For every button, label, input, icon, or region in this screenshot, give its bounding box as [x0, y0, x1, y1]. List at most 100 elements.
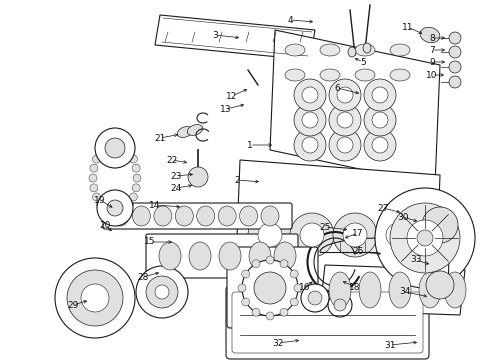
Circle shape	[97, 148, 104, 156]
Circle shape	[364, 104, 396, 136]
Circle shape	[252, 260, 260, 268]
Circle shape	[294, 129, 326, 161]
Circle shape	[242, 260, 298, 316]
Ellipse shape	[389, 272, 411, 308]
Ellipse shape	[285, 44, 305, 56]
Ellipse shape	[329, 272, 351, 308]
Circle shape	[55, 258, 135, 338]
Ellipse shape	[240, 206, 258, 226]
Ellipse shape	[159, 242, 181, 270]
Circle shape	[290, 213, 334, 257]
Circle shape	[97, 201, 104, 208]
Circle shape	[422, 207, 458, 243]
Ellipse shape	[175, 206, 193, 226]
Ellipse shape	[285, 69, 305, 81]
Circle shape	[107, 200, 123, 216]
FancyBboxPatch shape	[146, 234, 298, 278]
Circle shape	[328, 293, 352, 317]
Ellipse shape	[111, 206, 129, 226]
Circle shape	[334, 299, 346, 311]
Circle shape	[300, 223, 324, 247]
Ellipse shape	[261, 206, 279, 226]
Ellipse shape	[359, 272, 381, 308]
Circle shape	[364, 79, 396, 111]
Circle shape	[105, 138, 125, 158]
Circle shape	[90, 164, 98, 172]
Circle shape	[449, 32, 461, 44]
Circle shape	[449, 76, 461, 88]
Text: 9: 9	[429, 58, 435, 67]
Ellipse shape	[218, 206, 236, 226]
Text: 8: 8	[429, 33, 435, 42]
Text: 27: 27	[377, 203, 389, 212]
Circle shape	[242, 270, 250, 278]
Circle shape	[102, 142, 110, 150]
Circle shape	[280, 260, 288, 268]
Circle shape	[238, 284, 246, 292]
Ellipse shape	[187, 125, 203, 135]
Circle shape	[242, 298, 250, 306]
Circle shape	[252, 308, 260, 316]
Text: 33: 33	[410, 256, 422, 265]
Circle shape	[375, 188, 475, 288]
Text: 19: 19	[94, 195, 106, 204]
Text: 31: 31	[384, 341, 396, 350]
Circle shape	[266, 312, 274, 320]
Text: 23: 23	[171, 171, 182, 180]
Ellipse shape	[154, 206, 172, 226]
Text: 6: 6	[334, 84, 340, 93]
Ellipse shape	[355, 69, 375, 81]
Circle shape	[90, 184, 98, 192]
Text: 22: 22	[167, 156, 178, 165]
Circle shape	[294, 104, 326, 136]
Circle shape	[95, 128, 135, 168]
Circle shape	[146, 276, 178, 308]
Text: 10: 10	[426, 71, 438, 80]
Ellipse shape	[320, 44, 340, 56]
FancyBboxPatch shape	[103, 203, 292, 229]
Circle shape	[372, 87, 388, 103]
Circle shape	[426, 271, 454, 299]
Text: 2: 2	[234, 176, 240, 185]
Circle shape	[120, 206, 128, 214]
Ellipse shape	[355, 44, 375, 56]
Circle shape	[93, 193, 100, 201]
Text: 17: 17	[352, 229, 364, 238]
Circle shape	[329, 129, 361, 161]
Circle shape	[386, 223, 410, 247]
Ellipse shape	[132, 206, 150, 226]
Circle shape	[333, 213, 377, 257]
Circle shape	[294, 79, 326, 111]
Circle shape	[125, 148, 133, 156]
Circle shape	[390, 203, 460, 273]
Ellipse shape	[419, 272, 441, 308]
Circle shape	[108, 209, 116, 217]
Circle shape	[254, 272, 286, 304]
Text: 24: 24	[171, 184, 182, 193]
Polygon shape	[430, 212, 450, 295]
Circle shape	[337, 137, 353, 153]
Text: 13: 13	[220, 104, 232, 113]
Circle shape	[308, 291, 322, 305]
Ellipse shape	[420, 27, 440, 43]
Text: 16: 16	[299, 283, 311, 292]
Circle shape	[417, 230, 433, 246]
Polygon shape	[155, 15, 315, 60]
Circle shape	[129, 193, 138, 201]
Circle shape	[294, 284, 302, 292]
Circle shape	[102, 206, 110, 214]
Ellipse shape	[189, 242, 211, 270]
Ellipse shape	[274, 242, 296, 270]
Circle shape	[132, 184, 140, 192]
Text: 14: 14	[149, 201, 161, 210]
Circle shape	[280, 308, 288, 316]
Ellipse shape	[363, 43, 371, 53]
Circle shape	[301, 284, 329, 312]
Circle shape	[290, 298, 298, 306]
Circle shape	[449, 46, 461, 58]
Text: 7: 7	[429, 45, 435, 54]
Circle shape	[364, 129, 396, 161]
Text: 18: 18	[349, 283, 361, 292]
Ellipse shape	[348, 47, 356, 57]
Text: 4: 4	[287, 15, 293, 24]
